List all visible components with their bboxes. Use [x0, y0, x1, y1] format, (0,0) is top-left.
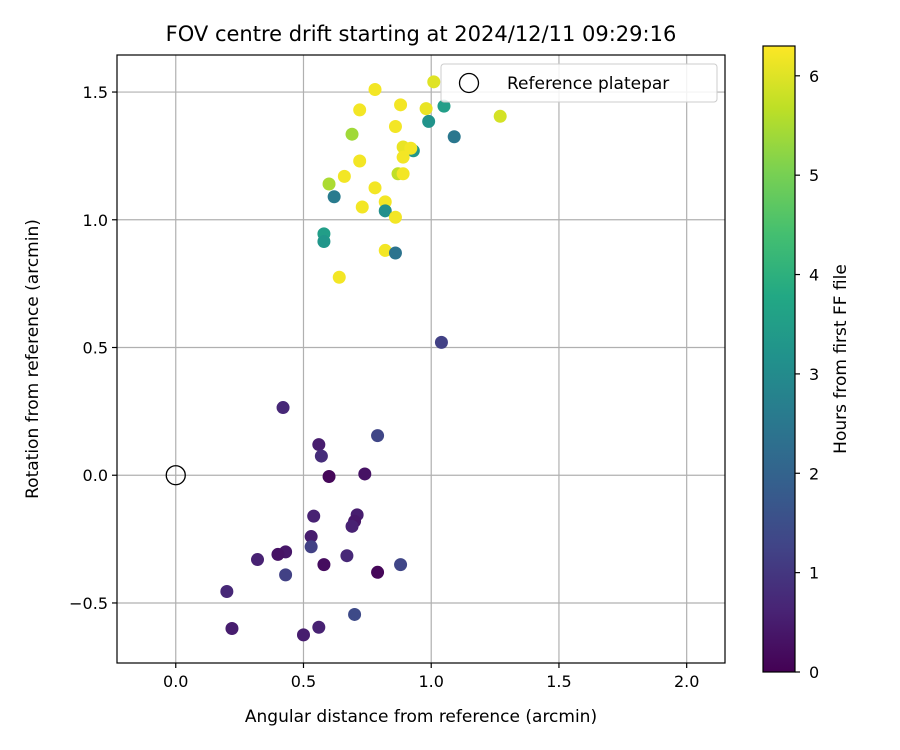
scatter-point — [322, 177, 336, 191]
scatter-point — [394, 98, 408, 112]
x-axis-ticks: 0.0 0.5 1.0 1.5 2.0 — [163, 663, 699, 691]
scatter-point — [371, 429, 385, 443]
colorbar-tick-label: 1 — [809, 564, 819, 583]
scatter-point — [327, 190, 341, 204]
scatter-point — [276, 401, 290, 415]
scatter-point — [388, 246, 402, 260]
scatter-points — [220, 75, 507, 642]
scatter-point — [353, 103, 367, 117]
y-tick-label: 1.5 — [83, 83, 108, 102]
y-axis-label: Rotation from reference (arcmin) — [23, 219, 43, 499]
plot-frame — [116, 54, 726, 664]
scatter-point — [419, 102, 433, 116]
scatter-point — [368, 82, 382, 96]
scatter-point — [304, 540, 318, 554]
scatter-point — [271, 547, 285, 561]
chart-title: FOV centre drift starting at 2024/12/11 … — [166, 22, 677, 46]
scatter-point — [348, 607, 362, 621]
scatter-point — [388, 210, 402, 224]
scatter-point — [427, 75, 441, 89]
y-tick-label: 1.0 — [83, 211, 108, 230]
scatter-point — [447, 130, 461, 144]
x-tick-label: 1.5 — [546, 672, 571, 691]
scatter-point — [358, 467, 372, 481]
scatter-point — [378, 204, 392, 218]
scatter-point — [337, 169, 351, 183]
scatter-point — [345, 519, 359, 533]
scatter-point — [345, 127, 359, 141]
colorbar-frame — [762, 45, 796, 673]
scatter-point — [396, 150, 410, 164]
scatter-point — [322, 470, 336, 484]
x-tick-label: 1.0 — [418, 672, 443, 691]
x-tick-label: 2.0 — [674, 672, 699, 691]
colorbar-tick-label: 3 — [809, 365, 819, 384]
legend-entry-reference: Reference platepar — [507, 74, 669, 94]
scatter-point — [493, 109, 507, 123]
colorbar-tick-label: 4 — [809, 266, 819, 285]
colorbar-gradient — [763, 46, 795, 672]
scatter-point — [279, 568, 293, 582]
y-tick-label: 0.5 — [83, 339, 108, 358]
scatter-point — [353, 154, 367, 168]
scatter-point — [312, 620, 326, 634]
reference-marker-group — [165, 465, 186, 486]
colorbar-tick-label: 6 — [809, 67, 819, 86]
grid — [117, 55, 725, 663]
scatter-point — [307, 509, 321, 523]
scatter-point — [220, 584, 234, 598]
x-axis-label: Angular distance from reference (arcmin) — [245, 707, 597, 727]
colorbar-tick-label: 0 — [809, 663, 819, 682]
scatter-point — [378, 243, 392, 257]
y-axis-ticks: −0.5 0.0 0.5 1.0 1.5 — [69, 83, 117, 613]
scatter-point — [340, 549, 354, 563]
scatter-point — [388, 120, 402, 134]
scatter-point — [332, 270, 346, 284]
scatter-point — [371, 565, 385, 579]
scatter-point — [368, 181, 382, 195]
scatter-point — [312, 438, 326, 452]
scatter-point — [437, 99, 451, 113]
scatter-point — [304, 530, 318, 544]
legend-box — [440, 63, 718, 103]
colorbar-label: Hours from first FF file — [831, 264, 851, 454]
x-tick-label: 0.5 — [291, 672, 316, 691]
y-tick-label: −0.5 — [69, 594, 108, 613]
scatter-point — [422, 114, 436, 128]
colorbar-tick-label: 5 — [809, 166, 819, 185]
colorbar: 0 1 2 3 4 5 6 Hours from first FF file — [762, 45, 851, 682]
y-tick-label: 0.0 — [83, 466, 108, 485]
scatter-point — [314, 449, 328, 463]
colorbar-ticks: 0 1 2 3 4 5 6 — [795, 67, 819, 682]
scatter-point — [251, 553, 265, 567]
scatter-point — [355, 200, 369, 214]
scatter-point — [378, 195, 392, 209]
scatter-point — [396, 167, 410, 181]
legend-marker-icon — [458, 72, 480, 94]
scatter-point — [317, 234, 331, 248]
x-tick-label: 0.0 — [163, 672, 188, 691]
scatter-point — [434, 335, 448, 349]
reference-platepar-marker — [165, 465, 186, 486]
scatter-point — [394, 558, 408, 572]
scatter-point — [404, 141, 418, 155]
legend: Reference platepar — [440, 63, 718, 103]
scatter-point — [296, 628, 310, 642]
scatter-point — [317, 558, 331, 572]
colorbar-tick-label: 2 — [809, 464, 819, 483]
scatter-point — [225, 622, 239, 636]
